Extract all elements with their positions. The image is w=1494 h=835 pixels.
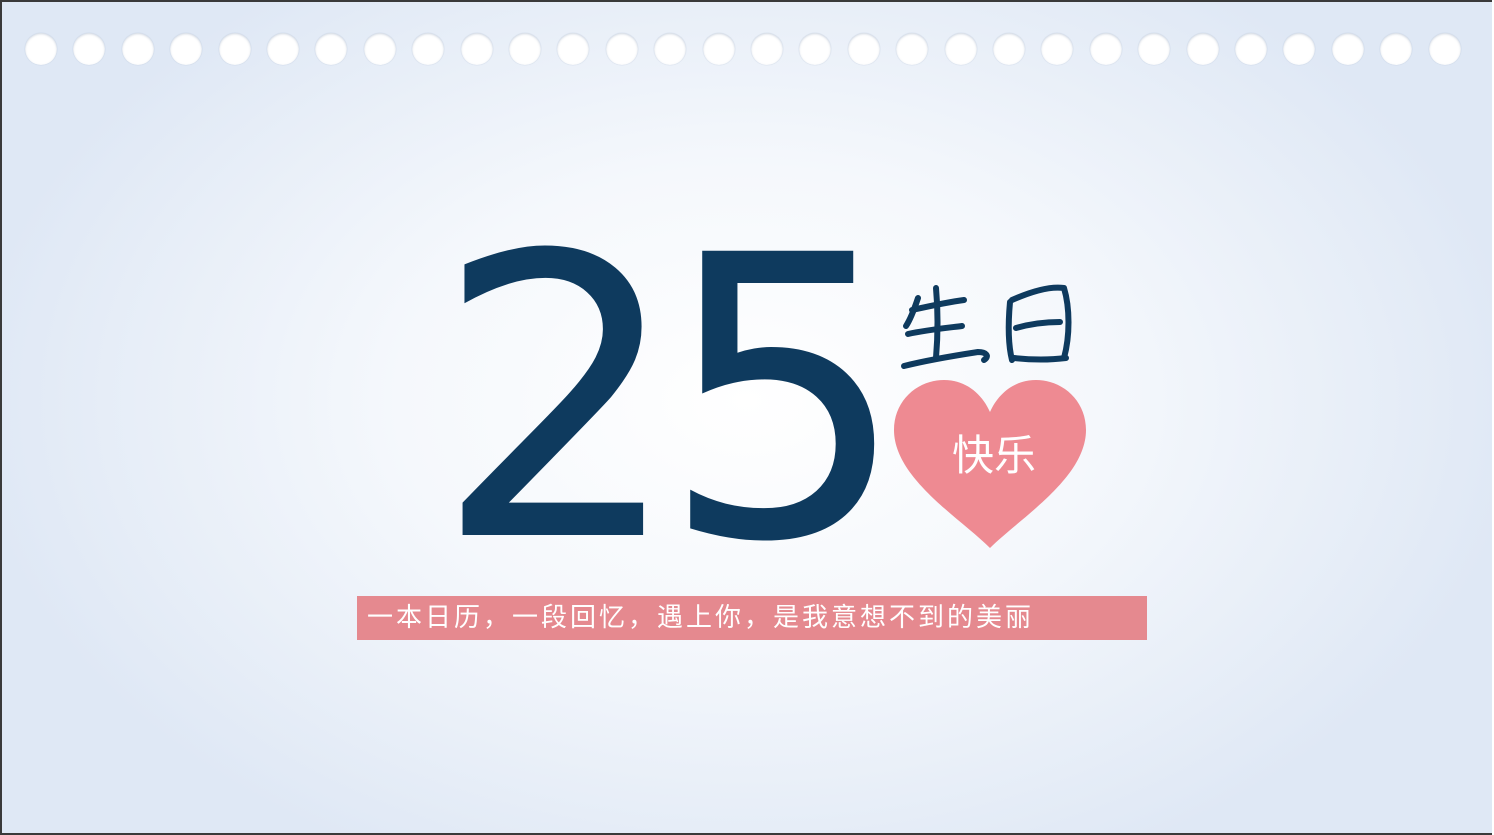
binding-hole [1041, 33, 1074, 65]
calendar-binding-holes [25, 33, 1473, 69]
binding-hole [1331, 33, 1364, 65]
binding-hole [993, 33, 1025, 65]
binding-hole [363, 33, 396, 65]
binding-hole [1089, 33, 1122, 65]
binding-hole [1138, 33, 1171, 65]
binding-hole [1380, 33, 1413, 65]
binding-hole [315, 33, 348, 65]
binding-hole [847, 33, 880, 65]
binding-hole [944, 33, 977, 65]
binding-hole [73, 33, 106, 65]
binding-hole [751, 33, 783, 65]
binding-hole [1428, 33, 1461, 65]
binding-hole [654, 33, 687, 65]
slogan-banner: 一本日历，一段回忆，遇上你，是我意想不到的美丽 [357, 596, 1147, 640]
binding-hole [702, 33, 735, 65]
binding-hole [557, 33, 590, 65]
binding-hole [218, 33, 251, 65]
slogan-text: 一本日历，一段回忆，遇上你，是我意想不到的美丽 [367, 603, 1035, 633]
binding-hole [460, 33, 493, 65]
binding-hole [267, 33, 299, 65]
binding-hole [1283, 33, 1316, 65]
birthday-script-title: 生日 [901, 284, 1072, 369]
binding-hole [412, 33, 445, 65]
binding-hole [170, 33, 203, 65]
binding-hole [1235, 33, 1267, 65]
age-number: 25 [434, 173, 908, 627]
binding-hole [605, 33, 638, 65]
binding-hole [799, 33, 832, 65]
binding-hole [25, 33, 57, 65]
heart-icon [894, 380, 1086, 548]
binding-hole [896, 33, 929, 65]
binding-hole [509, 33, 541, 65]
binding-hole [1186, 33, 1219, 65]
heart-label: 快乐 [951, 431, 1036, 480]
binding-hole [121, 33, 154, 65]
